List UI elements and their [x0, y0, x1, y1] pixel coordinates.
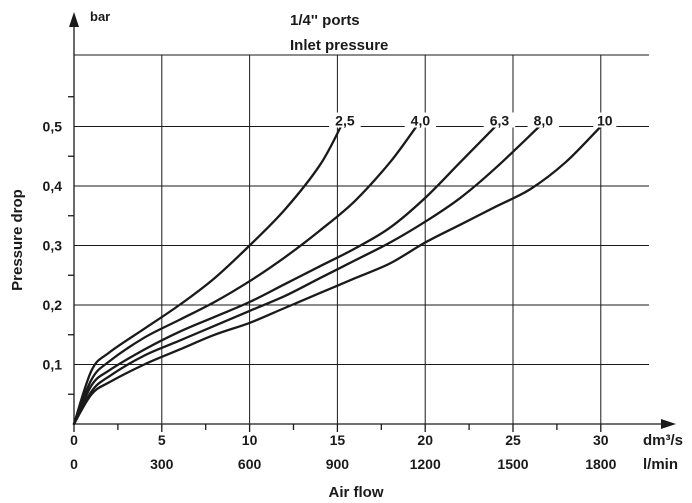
y-axis-arrow — [69, 12, 79, 27]
chart-title: 1/4'' ports — [290, 12, 360, 29]
curves: 2,5 4,0 6,3 8,0 10 — [72, 112, 617, 426]
series-line-4-0 — [72, 125, 418, 426]
tick-labels: 0 0 5 300 10 600 15 900 20 1200 25 1500 30 1800 0,1 0,2… — [43, 119, 617, 473]
x-unit-secondary: l/min — [643, 456, 678, 473]
series-label-bg — [527, 112, 560, 128]
series-label: 10 — [597, 113, 613, 129]
x-tick-label: 5 — [158, 432, 166, 448]
series-line-10 — [72, 125, 602, 426]
y-tick-label: 0,4 — [43, 178, 63, 194]
series-label: 2,5 — [335, 113, 355, 129]
series-line-8-0 — [72, 125, 541, 426]
series-label: 4,0 — [411, 113, 431, 129]
x-tick-label: 25 — [505, 432, 521, 448]
y-tick-label: 0,1 — [43, 357, 63, 373]
series-label: 6,3 — [490, 113, 510, 129]
y-axis-label: Pressure drop — [9, 189, 26, 291]
grid — [74, 54, 650, 424]
series-label-bg — [329, 112, 361, 128]
series-label-bg — [404, 112, 437, 128]
x-tick-label-secondary: 1800 — [585, 456, 616, 472]
x-tick-label-secondary: 300 — [150, 456, 174, 472]
y-unit-label: bar — [90, 9, 110, 24]
x-tick-label-secondary: 900 — [326, 456, 350, 472]
series-line-6-3 — [72, 125, 497, 426]
y-tick-label: 0,3 — [43, 238, 63, 254]
x-tick-label: 10 — [242, 432, 258, 448]
x-tick-label-secondary: 1500 — [497, 456, 528, 472]
x-axis-label: Air flow — [329, 484, 384, 501]
series-label-bg — [593, 112, 617, 128]
series-label: 8,0 — [534, 113, 554, 129]
y-tick-label: 0,2 — [43, 297, 63, 313]
x-tick-label-secondary: 0 — [70, 456, 78, 472]
series-label-bg — [483, 112, 516, 128]
x-tick-label-secondary: 600 — [238, 456, 262, 472]
x-tick-label-secondary: 1200 — [410, 456, 441, 472]
x-tick-label: 20 — [417, 432, 433, 448]
axes — [68, 12, 676, 432]
x-unit-primary: dm³/s — [643, 432, 683, 449]
x-tick-label: 0 — [70, 432, 78, 448]
y-tick-label: 0,5 — [43, 119, 63, 135]
x-tick-label: 15 — [330, 432, 346, 448]
chart-subtitle: Inlet pressure — [290, 37, 388, 54]
x-axis-arrow — [661, 419, 676, 429]
x-tick-label: 30 — [593, 432, 609, 448]
series-line-2-5 — [72, 125, 343, 426]
